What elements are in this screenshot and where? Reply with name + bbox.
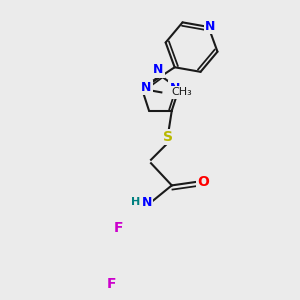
- Text: N: N: [153, 64, 164, 76]
- Text: O: O: [197, 175, 209, 189]
- Text: H: H: [131, 197, 140, 207]
- Text: S: S: [163, 130, 173, 144]
- Text: F: F: [107, 278, 116, 291]
- Text: N: N: [142, 196, 152, 208]
- Text: F: F: [114, 221, 123, 235]
- Text: CH₃: CH₃: [171, 87, 192, 98]
- Text: N: N: [141, 81, 151, 94]
- Text: N: N: [206, 20, 216, 33]
- Text: N: N: [169, 82, 180, 95]
